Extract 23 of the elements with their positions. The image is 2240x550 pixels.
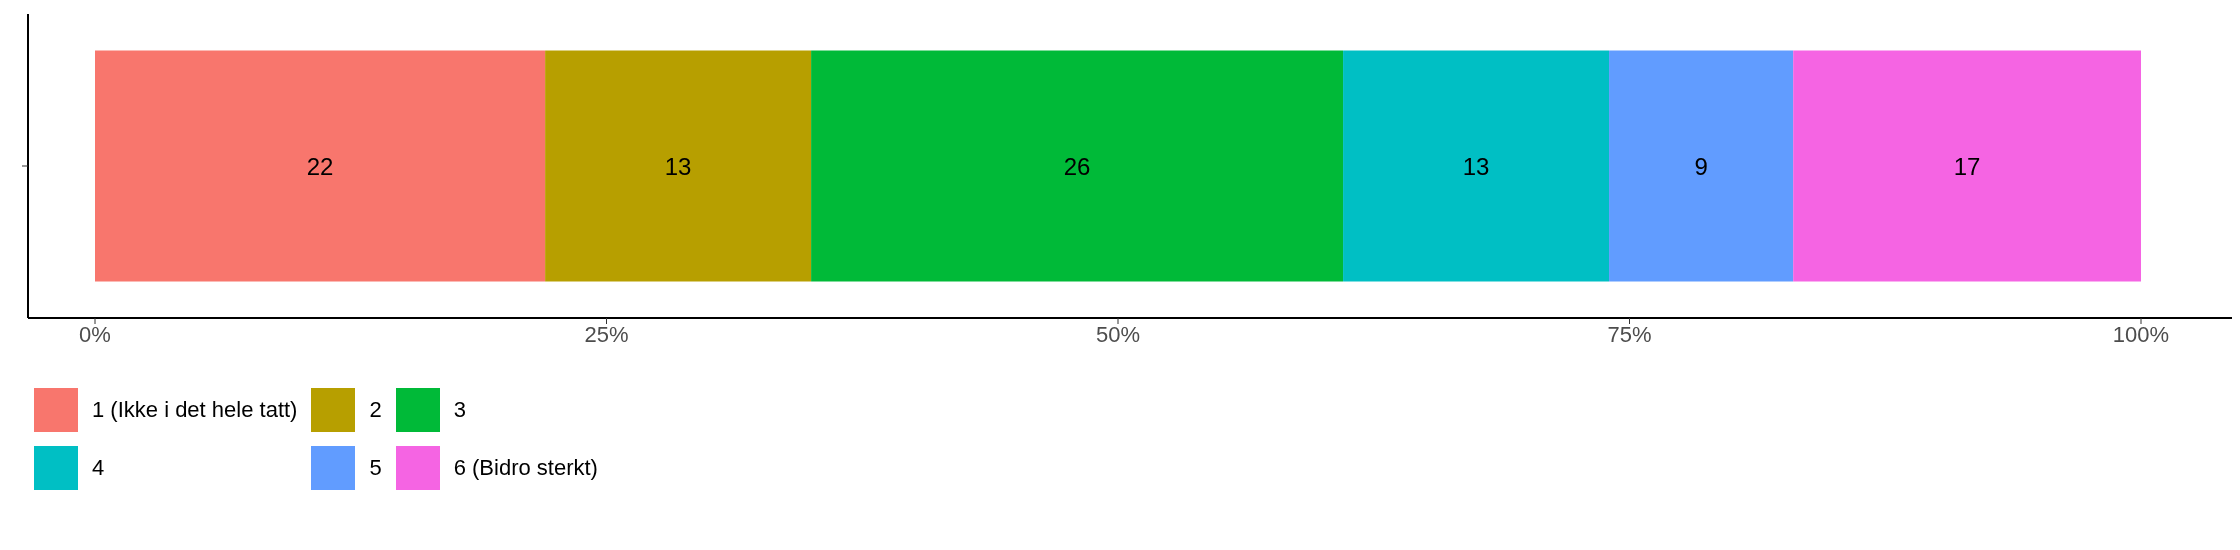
legend-label: 1 (Ikke i det hele tatt) (92, 397, 298, 423)
x-tick-label: 50% (1095, 321, 1141, 347)
data-label: 13 (1462, 152, 1490, 180)
data-label: 17 (1953, 152, 1981, 180)
legend-label: 2 (369, 397, 382, 423)
bar (545, 50, 812, 282)
data-label: 9 (1694, 152, 1708, 180)
legend-label: 3 (453, 397, 466, 423)
x-tick-label: 0% (79, 321, 111, 347)
data-label: 22 (306, 152, 334, 180)
x-tick-label: 25% (584, 321, 629, 347)
bar (811, 50, 1344, 282)
legend-label: 4 (92, 455, 105, 481)
legend-label: 5 (369, 455, 382, 481)
x-tick-label: 75% (1607, 321, 1652, 347)
x-tick-label: 100% (2112, 321, 2170, 347)
bar (1793, 50, 2141, 282)
bar (1343, 50, 1610, 282)
bar (1609, 50, 1794, 282)
data-label: 26 (1063, 152, 1091, 180)
legend-label: 6 (Bidro sterkt) (453, 455, 598, 481)
data-label: 13 (664, 152, 692, 180)
bar (95, 50, 546, 282)
